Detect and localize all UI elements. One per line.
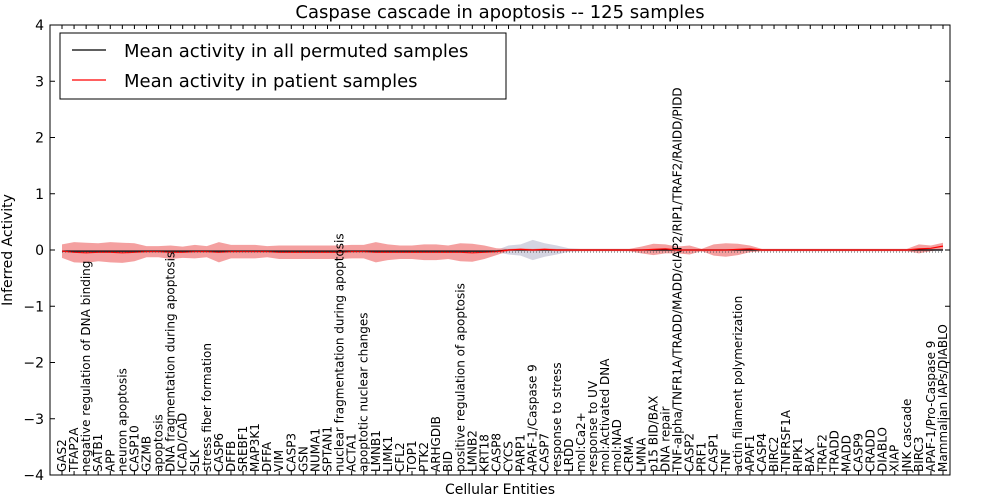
y-tick-label: 4 bbox=[35, 18, 44, 34]
y-tick-label: −2 bbox=[23, 356, 44, 372]
x-tick-label: CYCS bbox=[502, 441, 516, 472]
x-tick-label: response to stress bbox=[550, 362, 564, 472]
x-tick-label: LRDD bbox=[562, 438, 576, 472]
x-tick-label: APAF-1/Caspase 9 bbox=[526, 364, 540, 472]
x-tick-label: p15 BID/BAX bbox=[646, 396, 660, 472]
y-tick-label: −3 bbox=[23, 412, 44, 428]
y-tick-label: 0 bbox=[35, 243, 44, 259]
x-tick-label: actin filament polymerization bbox=[731, 296, 745, 472]
y-tick-label: −1 bbox=[23, 299, 44, 315]
x-tick-label: TFAP2A bbox=[67, 427, 81, 473]
x-tick-label: CASP2 bbox=[683, 433, 697, 472]
x-tick-label: DFFB bbox=[224, 441, 238, 472]
x-tick-label: TOP1 bbox=[405, 440, 419, 473]
chart-title: Caspase cascade in apoptosis -- 125 samp… bbox=[295, 2, 704, 23]
x-tick-label: GSN bbox=[296, 446, 310, 472]
x-tick-label: LMNB1 bbox=[369, 430, 383, 472]
x-tick-label: TRAF2 bbox=[815, 434, 829, 473]
x-tick-label: ARHGDIB bbox=[429, 416, 443, 472]
x-tick-label: mol:Ca2+ bbox=[574, 412, 588, 472]
y-tick-label: 3 bbox=[35, 74, 44, 90]
x-tick-label: CASP10 bbox=[127, 425, 141, 472]
x-tick-label: ICAD/CAD bbox=[176, 413, 190, 472]
x-tick-label: apoptotic nuclear changes bbox=[357, 313, 371, 472]
x-tick-label: negative regulation of DNA binding bbox=[79, 261, 93, 472]
x-tick-label: TNF bbox=[719, 449, 733, 473]
x-tick-label: neuron apoptosis bbox=[115, 368, 129, 472]
x-tick-label: SLK bbox=[188, 449, 202, 472]
x-tick-label: CRADD bbox=[864, 429, 878, 472]
x-tick-label: CASP3 bbox=[284, 433, 298, 472]
x-tick-label: stress fiber formation bbox=[200, 343, 214, 472]
x-tick-label: MAP3K1 bbox=[248, 423, 262, 472]
x-tick-label: LMNB2 bbox=[465, 430, 479, 472]
x-tick-label: SATB1 bbox=[91, 434, 105, 472]
x-tick-label: PRF1 bbox=[695, 442, 709, 472]
x-tick-label: XIAP bbox=[888, 445, 902, 472]
x-tick-label: RIPK1 bbox=[791, 437, 805, 472]
y-axis: −4 −3 −2 −1 0 1 2 3 4 bbox=[23, 18, 950, 484]
x-tick-label: NUMA1 bbox=[308, 428, 322, 472]
x-tick-label: LMNA bbox=[634, 437, 648, 472]
x-tick-label: BID bbox=[441, 451, 455, 472]
x-tick-label: apoptosis bbox=[152, 414, 166, 472]
x-tick-label: KRT18 bbox=[477, 434, 491, 472]
x-tick-label: DIABLO bbox=[876, 427, 890, 472]
x-tick-label: CASP4 bbox=[755, 433, 769, 472]
x-tick-label: APAF1 bbox=[743, 435, 757, 472]
y-tick-label: 2 bbox=[35, 131, 44, 147]
x-tick-label: response to UV bbox=[586, 380, 600, 472]
x-tick-label: CASP8 bbox=[489, 433, 503, 472]
x-axis-label: Cellular Entities bbox=[445, 482, 555, 498]
x-tick-label: GZMB bbox=[139, 436, 153, 472]
x-tick-label: DNA fragmentation during apoptosis bbox=[164, 252, 178, 472]
x-tick-label: CASP7 bbox=[538, 433, 552, 472]
x-tick-label: APAF-1/Pro-Caspase 9 bbox=[924, 341, 938, 472]
patient-mean-line bbox=[61, 245, 944, 254]
x-tick-label: MADD bbox=[839, 435, 853, 472]
legend-box bbox=[59, 32, 507, 100]
x-tick-label: SREBF1 bbox=[236, 426, 250, 472]
x-tick-label: BIRC2 bbox=[767, 436, 781, 472]
x-tick-label: BAX bbox=[803, 447, 817, 472]
x-tick-label: positive regulation of apoptosis bbox=[453, 283, 467, 472]
x-tick-label: mol:Activated DNA bbox=[598, 358, 612, 472]
x-tick-label: DFFA bbox=[260, 441, 274, 472]
patient-band bbox=[62, 242, 943, 263]
x-tick-label: APP bbox=[103, 449, 117, 472]
x-tick-label: nuclear fragmentation during apoptosis bbox=[333, 233, 347, 472]
x-tick-label: GAS2 bbox=[55, 439, 69, 472]
series-lines bbox=[61, 245, 944, 254]
y-axis-label: Inferred Activity bbox=[0, 194, 16, 306]
x-tick-label: JNK cascade bbox=[900, 399, 914, 473]
x-tick-label: CASP9 bbox=[852, 433, 866, 472]
x-tick-label: PARP1 bbox=[514, 434, 528, 472]
x-tick-label: PTK2 bbox=[417, 442, 431, 472]
x-tick-label: TNFRSF1A bbox=[779, 409, 793, 473]
x-tick-label: LIMK1 bbox=[381, 436, 395, 472]
x-tick-label: ACTA1 bbox=[345, 433, 359, 472]
x-tick-label: CFL2 bbox=[393, 442, 407, 472]
legend: Mean activity in all permuted samples Me… bbox=[59, 32, 507, 100]
x-tick-label: CASP1 bbox=[707, 433, 721, 472]
y-tick-label: −4 bbox=[23, 468, 44, 484]
x-tick-label: SPTAN1 bbox=[321, 426, 335, 472]
legend-label-patient: Mean activity in patient samples bbox=[124, 71, 418, 92]
x-tick-label: BIRC3 bbox=[912, 436, 926, 472]
x-tick-label: CRMA bbox=[622, 436, 636, 472]
x-tick-label: TRADD bbox=[827, 430, 841, 473]
x-tick-label: TNF-alpha/TNFR1A/TRADD/MADD/cIAP2/RIP1/T… bbox=[670, 87, 684, 473]
y-tick-label: 1 bbox=[35, 187, 44, 203]
x-tick-label: CASP6 bbox=[212, 433, 226, 472]
x-tick-label: mol:NAD bbox=[610, 419, 624, 472]
x-tick-label: VIM bbox=[272, 450, 286, 472]
x-tick-label: Mammalian IAPs/DIABLO bbox=[936, 324, 950, 472]
x-tick-label: DNA repair bbox=[658, 406, 672, 472]
legend-label-permuted: Mean activity in all permuted samples bbox=[124, 41, 468, 62]
